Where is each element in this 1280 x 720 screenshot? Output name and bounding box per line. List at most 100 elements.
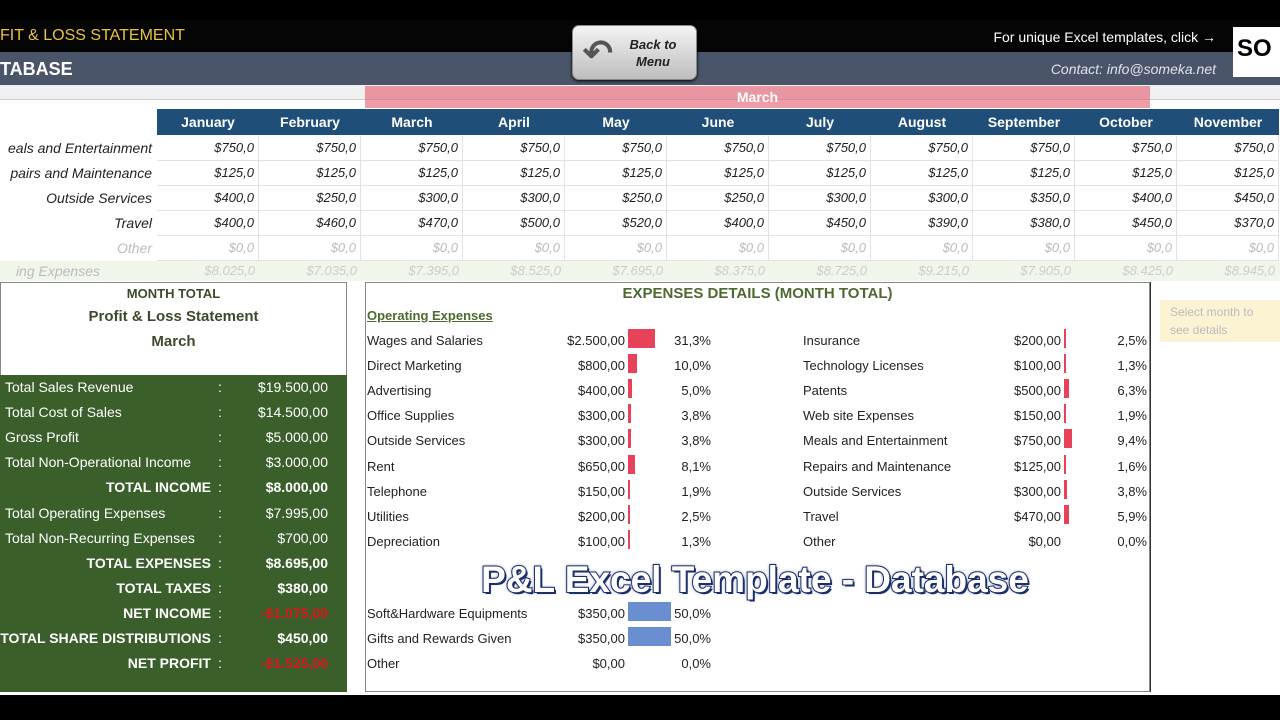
expense-name: Utilities <box>367 508 409 524</box>
table-cell[interactable]: $300,0 <box>871 186 973 211</box>
table-cell[interactable]: $400,0 <box>157 186 259 211</box>
month-header-august[interactable]: August <box>871 109 973 135</box>
expense-amount: $150,00 <box>1014 408 1061 424</box>
selected-month-banner: March <box>365 86 1150 108</box>
table-cell[interactable]: $300,0 <box>769 186 871 211</box>
table-cell[interactable]: $125,0 <box>667 161 769 186</box>
pl-row: Total Operating Expenses: $7.995,00 <box>0 505 347 530</box>
month-header-july[interactable]: July <box>769 109 871 135</box>
table-cell: $8.725,0 <box>816 263 867 278</box>
table-cell[interactable]: $520,0 <box>565 211 667 236</box>
expense-row: Direct Marketing $800,00 10,0% <box>367 354 711 383</box>
table-cell[interactable]: $0,0 <box>871 236 973 261</box>
month-header-january[interactable]: January <box>157 109 259 135</box>
expense-percent: 5,9% <box>1117 508 1147 524</box>
contact-email[interactable]: Contact: info@someka.net <box>1050 61 1216 77</box>
table-cell: $8.525,0 <box>510 263 561 278</box>
month-header-february[interactable]: February <box>259 109 361 135</box>
table-cell[interactable]: $450,0 <box>1075 211 1177 236</box>
table-cell[interactable]: $750,0 <box>769 136 871 161</box>
table-cell[interactable]: $500,0 <box>463 211 565 236</box>
expense-percent: 2,5% <box>1117 333 1147 348</box>
pl-month[interactable]: March <box>151 333 196 350</box>
table-cell[interactable]: $460,0 <box>259 211 361 236</box>
table-cell[interactable]: $0,0 <box>667 236 769 261</box>
table-cell[interactable]: $0,0 <box>157 236 259 261</box>
table-cell[interactable]: $250,0 <box>667 186 769 211</box>
table-cell[interactable]: $470,0 <box>361 211 463 236</box>
table-cell[interactable]: $125,0 <box>463 161 565 186</box>
table-cell[interactable]: $125,0 <box>361 161 463 186</box>
table-cell[interactable]: $125,0 <box>565 161 667 186</box>
pl-row-label: TOTAL EXPENSES <box>86 554 211 571</box>
someka-logo[interactable]: SO <box>1233 27 1280 77</box>
table-cell[interactable]: $0,0 <box>769 236 871 261</box>
table-cell[interactable]: $125,0 <box>1177 161 1279 186</box>
table-cell[interactable]: $390,0 <box>871 211 973 236</box>
month-header-september[interactable]: September <box>973 109 1075 135</box>
table-cell[interactable]: $750,0 <box>667 136 769 161</box>
table-cell[interactable]: $750,0 <box>463 136 565 161</box>
month-header-march[interactable]: March <box>361 109 463 135</box>
table-cell[interactable]: $400,0 <box>1075 186 1177 211</box>
row-label: ing Expenses <box>15 263 100 279</box>
month-header-october[interactable]: October <box>1075 109 1177 135</box>
table-cell[interactable]: $125,0 <box>769 161 871 186</box>
expense-name: Patents <box>803 383 848 399</box>
table-cell[interactable]: $125,0 <box>871 161 973 186</box>
table-cell[interactable]: $750,0 <box>1177 136 1279 161</box>
table-cell[interactable]: $0,0 <box>1177 236 1279 261</box>
table-cell[interactable]: $750,0 <box>871 136 973 161</box>
expense-percent: 3,8% <box>681 408 711 424</box>
table-cell[interactable]: $0,0 <box>463 236 565 261</box>
templates-link[interactable]: For unique Excel templates, click → <box>993 29 1216 45</box>
table-cell[interactable]: $450,0 <box>1177 186 1279 211</box>
table-cell[interactable]: $0,0 <box>565 236 667 261</box>
month-header-april[interactable]: April <box>463 109 565 135</box>
expense-percent: 0,0% <box>1117 533 1147 549</box>
table-cell[interactable]: $125,0 <box>259 161 361 186</box>
table-cell[interactable]: $0,0 <box>973 236 1075 261</box>
table-cell[interactable]: $250,0 <box>565 186 667 211</box>
table-cell[interactable]: $300,0 <box>361 186 463 211</box>
table-cell[interactable]: $400,0 <box>667 211 769 236</box>
table-cell[interactable]: $450,0 <box>769 211 871 236</box>
table-cell[interactable]: $750,0 <box>157 136 259 161</box>
table-cell[interactable]: $0,0 <box>259 236 361 261</box>
table-cell[interactable]: $125,0 <box>1075 161 1177 186</box>
table-cell[interactable]: $125,0 <box>973 161 1075 186</box>
expense-name: Telephone <box>367 483 427 499</box>
table-cell[interactable]: $750,0 <box>1075 136 1177 161</box>
bottom-letterbox <box>0 695 1280 720</box>
table-cell[interactable]: $350,0 <box>973 186 1075 211</box>
pl-row-label: Gross Profit <box>5 429 79 446</box>
table-cell[interactable]: $380,0 <box>973 211 1075 236</box>
table-cell[interactable]: $250,0 <box>259 186 361 211</box>
pl-summary-body <box>0 375 347 692</box>
table-cell[interactable]: $125,0 <box>157 161 259 186</box>
month-header-may[interactable]: May <box>565 109 667 135</box>
table-cell[interactable]: $400,0 <box>157 211 259 236</box>
table-cell[interactable]: $750,0 <box>973 136 1075 161</box>
table-cell[interactable]: $750,0 <box>565 136 667 161</box>
table-cell[interactable]: $370,0 <box>1177 211 1279 236</box>
expense-row: Advertising $400,00 5,0% <box>367 379 711 408</box>
expense-name: Office Supplies <box>367 408 455 424</box>
month-header-november[interactable]: November <box>1177 109 1279 135</box>
month-header-june[interactable]: June <box>667 109 769 135</box>
expense-row: Gifts and Rewards Given $350,00 50,0% <box>367 627 711 656</box>
table-cell[interactable]: $0,0 <box>1075 236 1177 261</box>
table-cell[interactable]: $750,0 <box>361 136 463 161</box>
table-cell[interactable]: $0,0 <box>361 236 463 261</box>
pl-row-value: $700,00 <box>277 529 328 546</box>
pl-row-colon: : <box>218 604 222 621</box>
pl-row-value: $19.500,00 <box>257 379 328 395</box>
back-to-menu-button[interactable]: ↶ Back to Menu <box>572 25 697 80</box>
expense-percent: 50,0% <box>674 631 711 647</box>
table-cell[interactable]: $300,0 <box>463 186 565 211</box>
pl-row: Total Sales Revenue: $19.500,00 <box>0 379 347 404</box>
table-cell[interactable]: $750,0 <box>259 136 361 161</box>
expense-row: Other $0,00 0,0% <box>803 534 1147 559</box>
expense-name: Insurance <box>803 333 861 348</box>
pl-row-value: -$1.075,00 <box>261 604 328 621</box>
